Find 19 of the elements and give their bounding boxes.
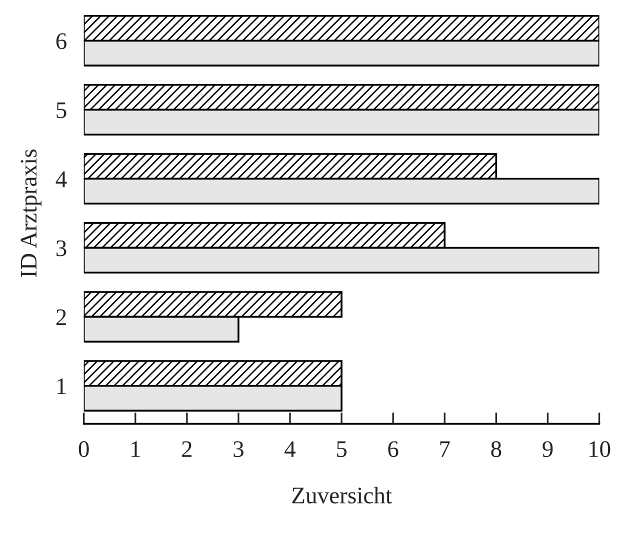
y-tick-label: 4 — [56, 171, 67, 187]
x-tick-label: 9 — [542, 441, 553, 458]
x-tick-label: 1 — [132, 441, 140, 457]
y-tick-label: 2 — [56, 309, 66, 326]
y-axis-title: ID Arztpraxis — [20, 150, 42, 278]
x-tick-label: 6 — [388, 441, 398, 458]
x-tick-label: 8 — [491, 441, 502, 458]
x-tick-label: 2 — [182, 441, 192, 457]
x-tick-label: 10 — [590, 441, 610, 458]
x-tick-label: 5 — [337, 441, 347, 458]
y-tick-label: 1 — [57, 378, 66, 394]
x-axis-title: Zuversicht — [292, 486, 392, 504]
y-tick-label: 5 — [56, 102, 66, 118]
x-tick-label: 4 — [284, 441, 296, 457]
y-tick-label: 6 — [56, 33, 66, 50]
y-tick-label: 3 — [56, 240, 66, 256]
x-tick-label: 0 — [78, 441, 89, 458]
x-tick-label: 3 — [234, 441, 244, 458]
x-tick-label: 7 — [440, 441, 450, 457]
